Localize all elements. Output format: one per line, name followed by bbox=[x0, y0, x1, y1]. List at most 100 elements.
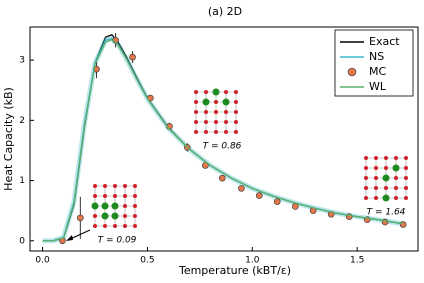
legend: Exact NS MC WL bbox=[334, 29, 414, 97]
site bbox=[204, 130, 208, 134]
site bbox=[133, 214, 137, 218]
site bbox=[194, 130, 198, 134]
site bbox=[394, 156, 398, 160]
site bbox=[384, 186, 388, 190]
y-tick-label: 0 bbox=[19, 236, 25, 246]
particle bbox=[101, 202, 109, 210]
site bbox=[374, 196, 378, 200]
legend-label: Exact bbox=[369, 35, 400, 48]
mc-point bbox=[273, 198, 281, 205]
site bbox=[204, 120, 208, 124]
site bbox=[404, 156, 408, 160]
x-tick-label: 1.0 bbox=[245, 256, 260, 266]
x-axis-label: Temperature (kBT/ε) bbox=[178, 264, 291, 277]
particle bbox=[382, 174, 390, 182]
legend-label: WL bbox=[369, 80, 387, 93]
mc-point bbox=[219, 174, 226, 182]
mc-point bbox=[129, 53, 136, 61]
site bbox=[374, 186, 378, 190]
arrow-head bbox=[66, 235, 73, 241]
x-tick-label: 0.5 bbox=[140, 256, 154, 266]
site bbox=[93, 194, 97, 198]
mc-point bbox=[202, 162, 209, 169]
annotation: T = 1.64 bbox=[367, 208, 406, 218]
site bbox=[234, 130, 238, 134]
site bbox=[194, 100, 198, 104]
y-tick-label: 1 bbox=[19, 176, 25, 186]
site bbox=[364, 196, 368, 200]
site bbox=[214, 130, 218, 134]
site bbox=[113, 224, 117, 228]
site bbox=[123, 214, 127, 218]
particle bbox=[111, 212, 119, 220]
lattice-inset: T = 1.64 bbox=[364, 156, 408, 218]
particle bbox=[382, 194, 390, 202]
particle bbox=[91, 202, 99, 210]
site bbox=[394, 176, 398, 180]
site bbox=[194, 110, 198, 114]
site bbox=[224, 120, 228, 124]
site bbox=[364, 156, 368, 160]
mc-point bbox=[292, 203, 299, 210]
site bbox=[374, 166, 378, 170]
site bbox=[103, 224, 107, 228]
site bbox=[374, 156, 378, 160]
site bbox=[204, 110, 208, 114]
site bbox=[364, 176, 368, 180]
x-tick-label: 1.5 bbox=[350, 256, 364, 266]
site bbox=[364, 166, 368, 170]
particle bbox=[392, 164, 400, 172]
site bbox=[123, 224, 127, 228]
annotation: T = 0.86 bbox=[203, 142, 242, 152]
line bbox=[42, 38, 404, 242]
site bbox=[93, 184, 97, 188]
site bbox=[234, 90, 238, 94]
site bbox=[404, 166, 408, 170]
legend-label: NS bbox=[369, 50, 384, 63]
site bbox=[113, 184, 117, 188]
x-tick-label: 0.0 bbox=[35, 256, 50, 266]
y-tick-label: 2 bbox=[19, 116, 25, 126]
site bbox=[404, 186, 408, 190]
mc-point bbox=[77, 214, 84, 222]
site bbox=[394, 196, 398, 200]
site bbox=[224, 90, 228, 94]
site bbox=[374, 176, 378, 180]
site bbox=[133, 194, 137, 198]
annotation: T = 0.09 bbox=[98, 236, 137, 246]
plot-area bbox=[42, 33, 407, 245]
legend-marker bbox=[347, 67, 357, 77]
site bbox=[384, 156, 388, 160]
site bbox=[194, 120, 198, 124]
site bbox=[364, 186, 368, 190]
site bbox=[123, 194, 127, 198]
site bbox=[123, 184, 127, 188]
lattice-inset: T = 0.86 bbox=[194, 88, 242, 152]
site bbox=[214, 100, 218, 104]
legend-label: MC bbox=[369, 65, 386, 78]
lattice-inset: T = 0.09 bbox=[91, 184, 137, 246]
site bbox=[234, 120, 238, 124]
site bbox=[133, 204, 137, 208]
site bbox=[404, 196, 408, 200]
plot-frame bbox=[29, 26, 419, 252]
mc-point bbox=[255, 192, 263, 199]
site bbox=[214, 110, 218, 114]
site bbox=[103, 184, 107, 188]
particle bbox=[202, 98, 210, 106]
site bbox=[93, 224, 97, 228]
particle bbox=[101, 212, 109, 220]
site bbox=[224, 130, 228, 134]
y-tick-label: 3 bbox=[19, 56, 25, 66]
site bbox=[224, 110, 228, 114]
site bbox=[204, 90, 208, 94]
particle bbox=[111, 202, 119, 210]
site bbox=[384, 166, 388, 170]
site bbox=[234, 110, 238, 114]
site bbox=[103, 194, 107, 198]
site bbox=[93, 214, 97, 218]
legend-box bbox=[334, 29, 414, 97]
site bbox=[133, 224, 137, 228]
site bbox=[123, 204, 127, 208]
